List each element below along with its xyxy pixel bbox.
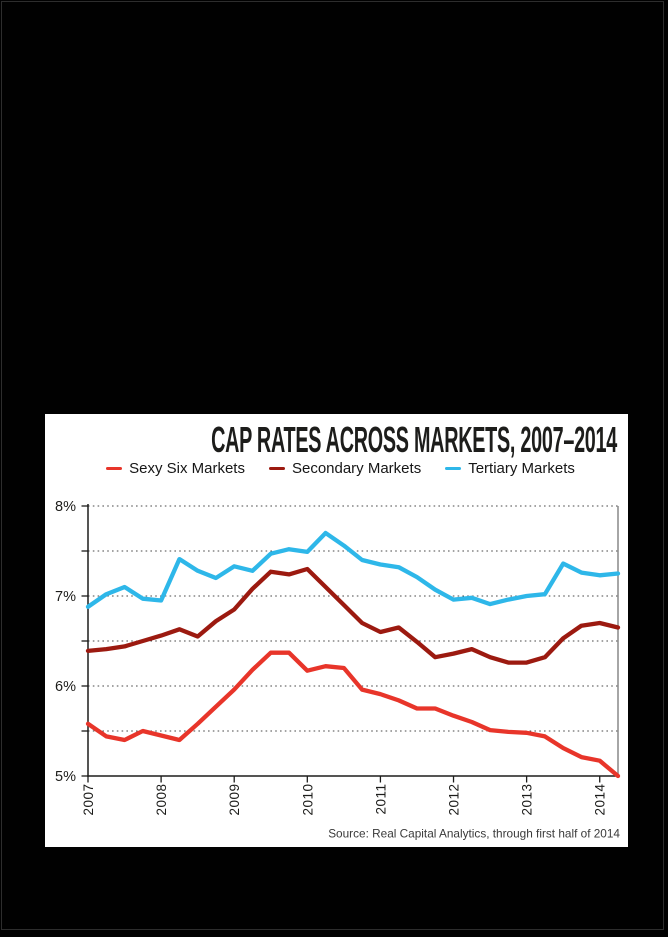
x-axis-label: 2010 [300, 784, 315, 816]
legend-label-sexy-six: Sexy Six Markets [129, 460, 245, 477]
series-line-tertiary-markets [85, 530, 621, 609]
data-series-lines [85, 530, 621, 779]
series-line-secondary-markets [85, 566, 621, 665]
legend-swatch-tertiary-icon [445, 467, 462, 470]
y-axis-label: 6% [55, 679, 76, 695]
legend-label-secondary: Secondary Markets [291, 460, 422, 477]
y-axis-label: 7% [55, 589, 76, 605]
x-axis-label: 2012 [447, 784, 462, 816]
legend-label-tertiary: Tertiary Markets [468, 460, 575, 477]
legend-item-sexy-six: Sexy Six Markets [106, 460, 245, 477]
chart-title: CAP RATES ACROSS MARKETS, 2007–2014 [211, 419, 618, 460]
x-axis-label: 2011 [373, 784, 388, 815]
x-axis-label: 2007 [81, 784, 96, 816]
chart-title-row: CAP RATES ACROSS MARKETS, 2007–2014 [45, 421, 617, 459]
legend-swatch-secondary-icon [268, 467, 285, 470]
x-axis-label: 2014 [593, 784, 608, 816]
cap-rates-line-chart: 8% 7% 6% 5% 2007 2008 2009 2010 2011 2012 2013 201… [55, 499, 621, 841]
chart-card: CAP RATES ACROSS MARKETS, 2007–2014 Sexy… [45, 414, 628, 847]
chart-legend: Sexy Six Markets Secondary Markets Terti… [53, 460, 628, 477]
y-axis-label: 8% [55, 499, 76, 515]
x-axis-label: 2009 [227, 784, 242, 816]
legend-swatch-sexy-six-icon [106, 467, 123, 470]
axis-ticks [81, 505, 601, 783]
x-axis-label: 2008 [154, 784, 169, 816]
legend-item-tertiary: Tertiary Markets [445, 460, 575, 477]
source-note: Source: Real Capital Analytics, through … [328, 827, 620, 841]
legend-item-secondary: Secondary Markets [268, 460, 422, 477]
x-axis-label: 2013 [520, 784, 535, 816]
y-axis-labels: 8% 7% 6% 5% [55, 499, 76, 785]
x-axis-labels: 2007 2008 2009 2010 2011 2012 2013 2014 [81, 784, 608, 816]
y-axis-label: 5% [55, 769, 76, 785]
series-line-sexy-six-markets [85, 650, 621, 779]
gridlines [88, 505, 618, 732]
